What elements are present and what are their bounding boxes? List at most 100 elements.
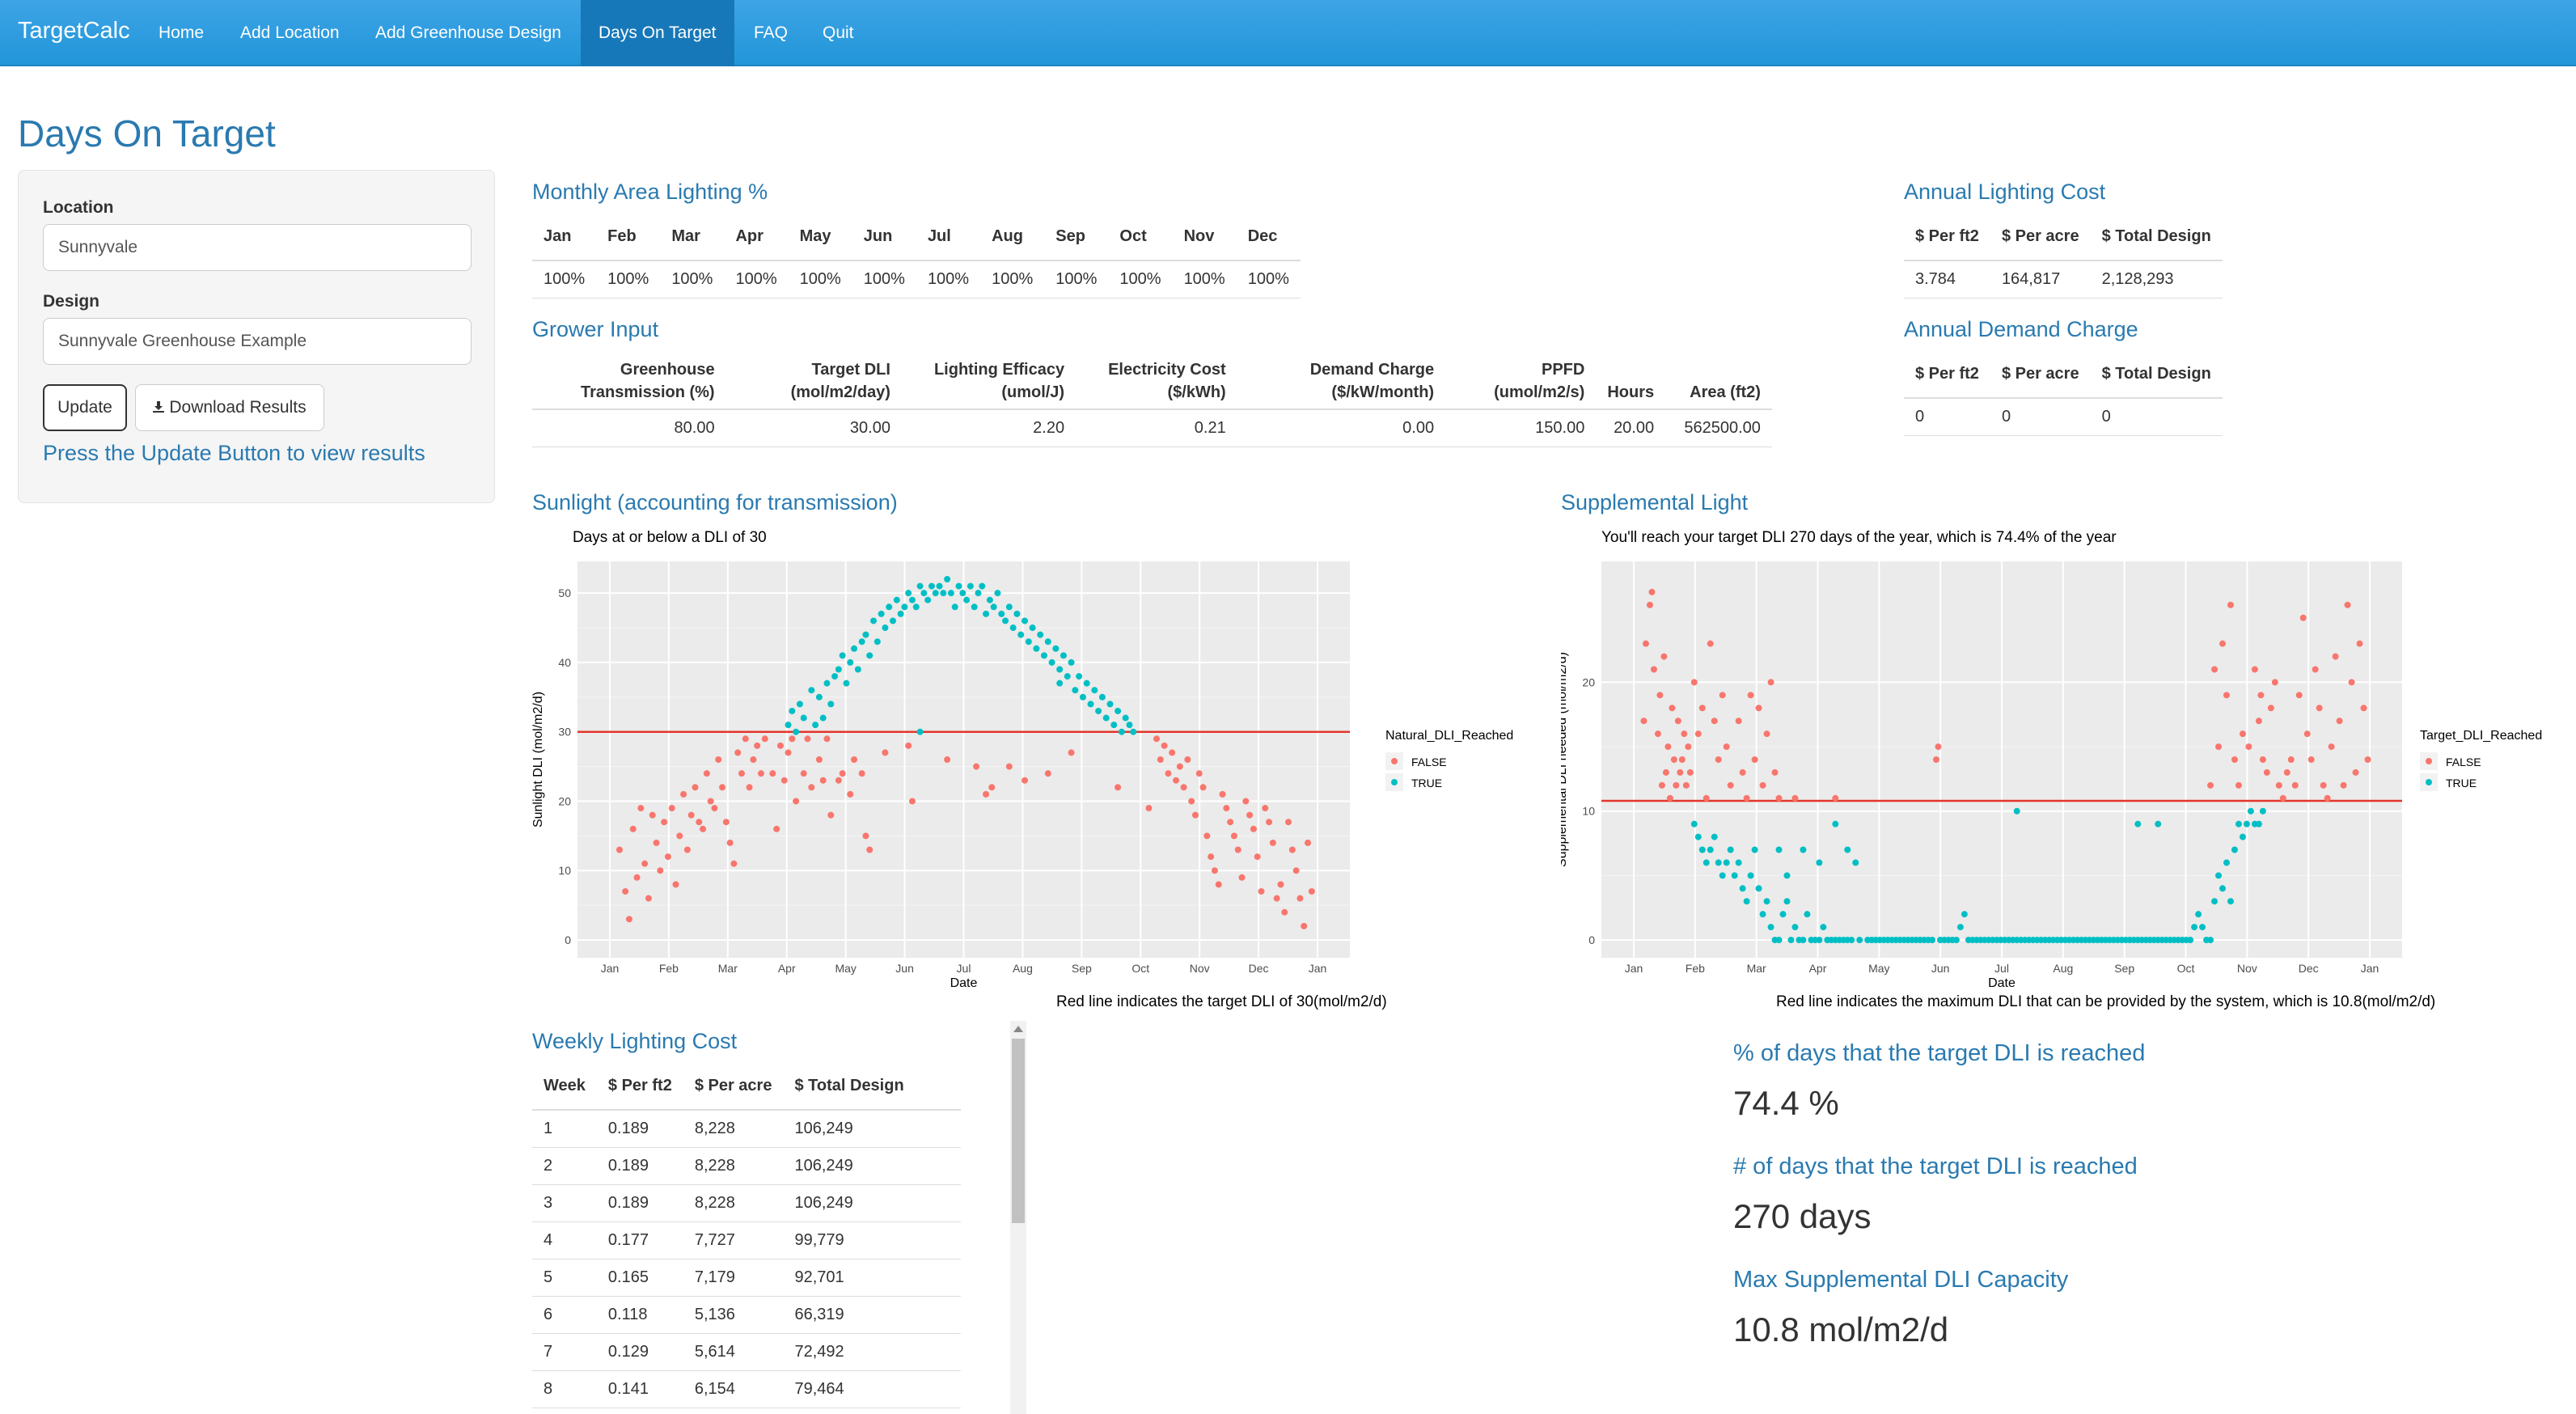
data-point-false	[1685, 743, 1692, 751]
y-tick-label: 40	[558, 656, 571, 669]
data-point-false	[653, 839, 660, 846]
update-button[interactable]: Update	[43, 384, 127, 431]
data-point-false	[703, 770, 710, 777]
x-tick-label: Sep	[1072, 962, 1092, 975]
data-point-true	[1961, 911, 1968, 918]
data-point-false	[1715, 756, 1722, 763]
location-input[interactable]	[43, 224, 472, 271]
data-point-true	[916, 728, 924, 735]
annual-cost-value: 3.784	[1915, 269, 1956, 288]
data-point-true	[1779, 911, 1787, 918]
data-point-false	[1670, 756, 1677, 763]
data-point-true	[2199, 924, 2206, 931]
data-point-true	[1040, 652, 1047, 659]
nav-quit[interactable]: Quit	[823, 23, 854, 42]
weekly-cell: 106,249	[783, 1184, 961, 1222]
data-point-true	[2255, 820, 2262, 828]
data-point-true	[905, 590, 912, 597]
scroll-up-arrow-icon[interactable]	[1013, 1026, 1023, 1032]
data-point-false	[641, 860, 649, 867]
data-point-false	[2307, 756, 2315, 763]
sunlight-plot: Days at or below a DLI of 30 0 10 20 30 40 50 J…	[531, 529, 1535, 1000]
legend-entry: FALSE	[1411, 756, 1447, 768]
month-value: 100%	[607, 269, 649, 288]
weekly-cell: 99,779	[783, 1221, 961, 1259]
data-point-true	[940, 590, 947, 597]
data-point-false	[1269, 839, 1276, 846]
data-point-false	[742, 735, 749, 743]
nav-faq[interactable]: FAQ	[754, 23, 789, 42]
data-point-false	[633, 874, 641, 881]
data-point-false	[2344, 601, 2351, 608]
data-point-true	[2231, 846, 2238, 853]
download-results-button[interactable]: Download Results	[135, 384, 324, 431]
nav-days-on-target[interactable]: Days On Target	[581, 0, 734, 66]
grower-header: Lighting Efficacy (umol/J)	[901, 353, 1077, 410]
data-point-true	[990, 603, 997, 611]
data-point-true	[994, 590, 1001, 597]
month-header: May	[788, 214, 852, 261]
supplemental-chart-svg: You'll reach your target DLI 270 days of…	[1555, 529, 2542, 990]
data-point-false	[754, 742, 761, 749]
month-header: Jul	[916, 214, 981, 261]
data-point-true	[1952, 937, 1960, 943]
data-point-false	[625, 916, 632, 923]
data-point-false	[944, 756, 951, 763]
month-header: Oct	[1108, 214, 1173, 261]
data-point-false	[1188, 798, 1195, 805]
x-tick-label: Nov	[1190, 962, 1210, 975]
data-point-true	[1800, 937, 1807, 943]
data-point-true	[1091, 687, 1098, 694]
data-point-false	[1658, 781, 1665, 789]
data-point-true	[2211, 898, 2219, 905]
annual-cost-header-row: $ Per ft2 $ Per acre $ Total Design	[1904, 214, 2223, 261]
data-point-true	[2227, 898, 2234, 905]
data-point-true	[1698, 846, 1706, 853]
demand-value: 0	[2001, 407, 2011, 425]
data-point-false	[692, 784, 699, 791]
data-point-false	[1767, 679, 1774, 686]
weekly-cell: 0.189	[596, 1110, 683, 1148]
data-point-false	[1161, 742, 1168, 749]
data-point-true	[947, 590, 954, 597]
nav-home[interactable]: Home	[159, 23, 205, 42]
data-point-false	[1005, 763, 1013, 770]
data-point-false	[1682, 781, 1690, 789]
num-days-title: # of days that the target DLI is reached	[1733, 1154, 2138, 1179]
data-point-false	[808, 784, 815, 791]
data-point-false	[1694, 730, 1702, 738]
data-point-true	[1816, 937, 1823, 943]
annual-demand-charge-table: $ Per ft2 $ Per acre $ Total Design 0 0 …	[1904, 351, 2223, 436]
design-input[interactable]	[43, 318, 472, 365]
data-point-false	[823, 735, 831, 743]
data-point-true	[1844, 846, 1851, 853]
grower-header: Demand Charge ($/kW/month)	[1237, 353, 1446, 410]
data-point-false	[1169, 749, 1176, 756]
data-point-false	[1656, 692, 1664, 699]
data-point-false	[1308, 887, 1315, 895]
data-point-false	[1292, 867, 1300, 874]
x-tick-label: Jun	[1931, 962, 1950, 975]
month-value: 100%	[671, 269, 713, 288]
data-point-true	[1098, 693, 1106, 701]
nav-add-location[interactable]: Add Location	[240, 23, 340, 42]
data-point-false	[2231, 756, 2238, 763]
nav-add-greenhouse-design[interactable]: Add Greenhouse Design	[375, 23, 561, 42]
data-point-false	[804, 735, 811, 743]
weekly-cell: 4	[532, 1221, 597, 1259]
grower-value: 20.00	[1614, 418, 1655, 437]
weekly-cell: 0.129	[596, 1333, 683, 1371]
data-point-false	[2295, 692, 2303, 699]
grower-header: Area (ft2)	[1665, 353, 1772, 410]
weekly-scrollbar[interactable]	[1010, 1021, 1026, 1414]
data-point-false	[687, 811, 695, 819]
brand-link[interactable]: TargetCalc	[18, 18, 130, 44]
data-point-false	[1932, 756, 1939, 763]
data-point-false	[1068, 749, 1075, 756]
scroll-thumb[interactable]	[1012, 1039, 1025, 1223]
table-row: 5 0.165 7,179 92,701	[532, 1259, 961, 1297]
weekly-header: $ Total Design	[783, 1063, 961, 1111]
data-point-false	[776, 742, 784, 749]
data-point-true	[1747, 872, 1754, 879]
data-point-false	[1215, 881, 1222, 888]
